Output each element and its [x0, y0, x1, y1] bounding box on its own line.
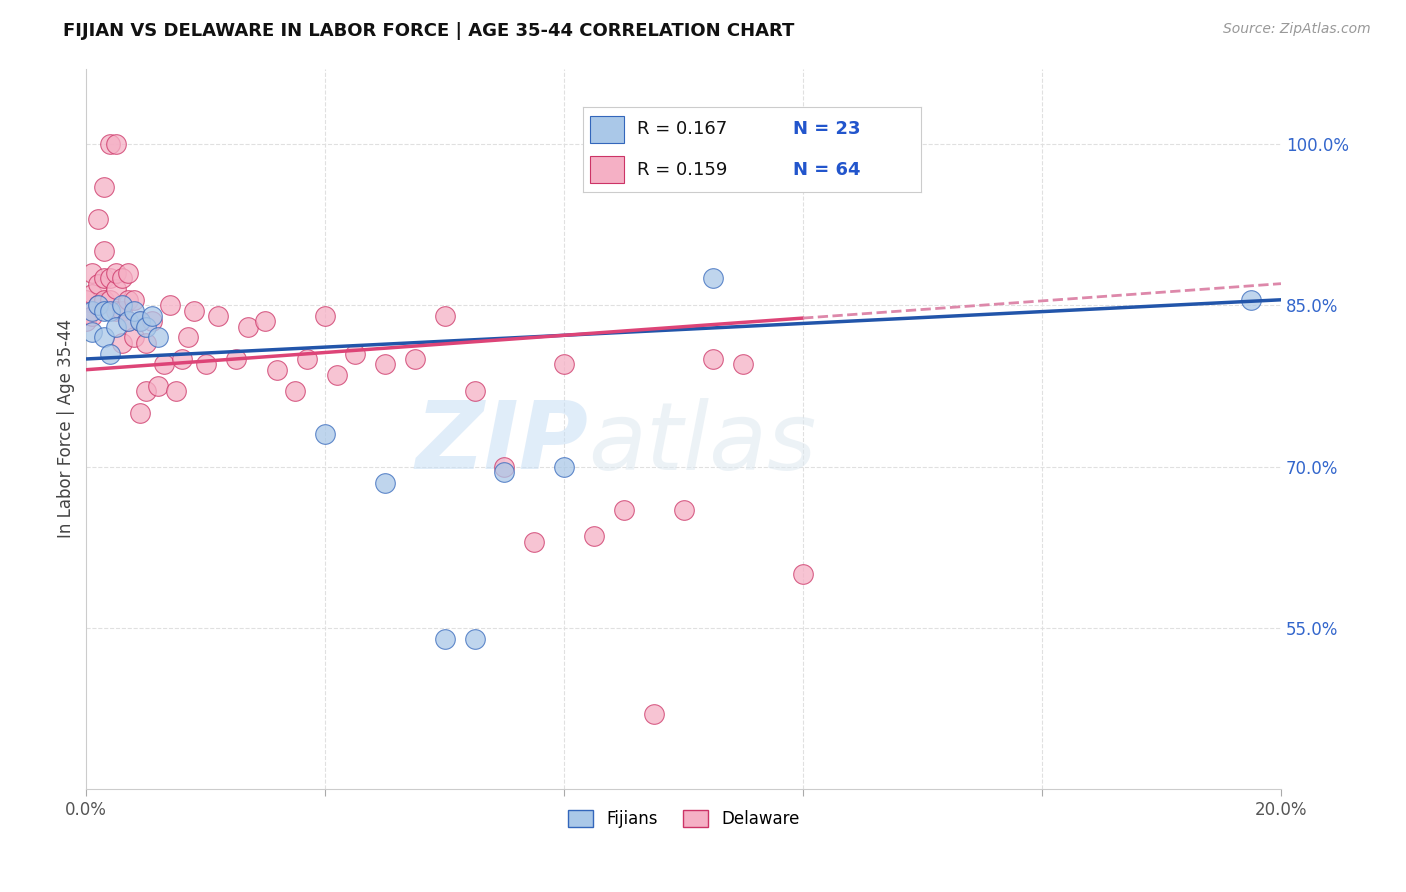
Point	[87, 298, 110, 312]
Text: N = 64: N = 64	[793, 161, 860, 178]
Y-axis label: In Labor Force | Age 35-44: In Labor Force | Age 35-44	[58, 319, 75, 539]
Point	[236, 319, 259, 334]
Point	[404, 351, 426, 366]
Point	[87, 277, 110, 291]
Point	[374, 475, 396, 490]
Point	[146, 330, 169, 344]
Point	[129, 406, 152, 420]
Point	[284, 384, 307, 399]
Point	[111, 271, 134, 285]
Point	[93, 303, 115, 318]
Legend: Fijians, Delaware: Fijians, Delaware	[561, 804, 806, 835]
Point	[93, 330, 115, 344]
Point	[254, 314, 277, 328]
Point	[177, 330, 200, 344]
Point	[111, 335, 134, 350]
Point	[553, 459, 575, 474]
Point	[433, 632, 456, 646]
Point	[111, 303, 134, 318]
Point	[135, 335, 157, 350]
Point	[494, 459, 516, 474]
Point	[464, 632, 486, 646]
Point	[93, 179, 115, 194]
Point	[82, 303, 104, 318]
Point	[129, 314, 152, 328]
Point	[82, 325, 104, 339]
Point	[82, 266, 104, 280]
Point	[159, 298, 181, 312]
Point	[75, 314, 97, 328]
Point	[87, 212, 110, 227]
Point	[266, 362, 288, 376]
Point	[82, 309, 104, 323]
Point	[105, 303, 128, 318]
Point	[82, 287, 104, 301]
Point	[733, 357, 755, 371]
Text: R = 0.159: R = 0.159	[637, 161, 728, 178]
Point	[702, 271, 724, 285]
Point	[170, 351, 193, 366]
Text: N = 23: N = 23	[793, 120, 860, 138]
Point	[87, 298, 110, 312]
Point	[1240, 293, 1263, 307]
Point	[129, 314, 152, 328]
Point	[553, 357, 575, 371]
Point	[98, 136, 121, 151]
Text: atlas: atlas	[588, 398, 817, 489]
Point	[582, 529, 605, 543]
Point	[613, 502, 636, 516]
Point	[122, 330, 145, 344]
Point	[643, 706, 665, 721]
Point	[93, 293, 115, 307]
Point	[111, 298, 134, 312]
Point	[117, 314, 139, 328]
Point	[141, 314, 163, 328]
Point	[141, 309, 163, 323]
Point	[297, 351, 319, 366]
Point	[194, 357, 217, 371]
Point	[93, 244, 115, 259]
Point	[702, 351, 724, 366]
Point	[117, 266, 139, 280]
Point	[98, 346, 121, 360]
Point	[207, 309, 229, 323]
Point	[672, 502, 695, 516]
Point	[146, 379, 169, 393]
Point	[122, 303, 145, 318]
Point	[792, 567, 814, 582]
Point	[98, 303, 121, 318]
Text: Source: ZipAtlas.com: Source: ZipAtlas.com	[1223, 22, 1371, 37]
Point	[135, 319, 157, 334]
Point	[117, 293, 139, 307]
Point	[153, 357, 176, 371]
Point	[165, 384, 187, 399]
Point	[183, 303, 205, 318]
Point	[105, 319, 128, 334]
Point	[105, 282, 128, 296]
Point	[93, 271, 115, 285]
Bar	[591, 116, 624, 143]
Point	[314, 309, 336, 323]
Point	[326, 368, 349, 383]
Text: R = 0.167: R = 0.167	[637, 120, 728, 138]
Point	[122, 293, 145, 307]
Bar	[591, 156, 624, 183]
Point	[344, 346, 367, 360]
Point	[98, 271, 121, 285]
Point	[105, 136, 128, 151]
Point	[464, 384, 486, 399]
Point	[105, 266, 128, 280]
Text: FIJIAN VS DELAWARE IN LABOR FORCE | AGE 35-44 CORRELATION CHART: FIJIAN VS DELAWARE IN LABOR FORCE | AGE …	[63, 22, 794, 40]
Point	[135, 384, 157, 399]
Point	[433, 309, 456, 323]
Point	[98, 293, 121, 307]
Point	[314, 427, 336, 442]
Point	[494, 465, 516, 479]
Point	[117, 314, 139, 328]
Text: ZIP: ZIP	[415, 397, 588, 490]
Point	[225, 351, 247, 366]
Point	[75, 293, 97, 307]
Point	[523, 534, 546, 549]
Point	[374, 357, 396, 371]
